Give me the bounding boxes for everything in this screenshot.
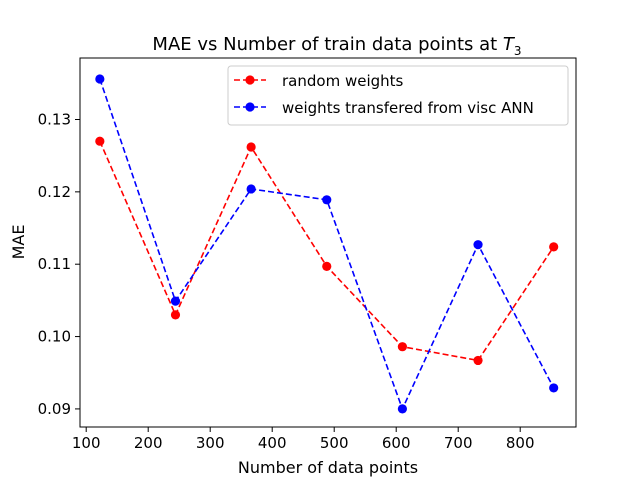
y-tick-label: 0.11 (38, 255, 71, 273)
data-point (549, 383, 559, 393)
data-point (473, 355, 483, 366)
series-1 (95, 136, 559, 366)
x-tick-label: 700 (444, 434, 473, 452)
chart-title-main: MAE vs Number of train data points at (152, 34, 503, 55)
x-tick-label: 300 (196, 434, 225, 452)
y-tick-label: 0.12 (38, 183, 71, 201)
legend-marker-random-weights (245, 75, 255, 85)
data-point (397, 404, 407, 414)
data-point (397, 342, 407, 352)
data-point (95, 136, 105, 146)
legend: random weights weights transfered from v… (227, 65, 569, 126)
y-axis-label: MAE (9, 225, 28, 260)
y-tick-label: 0.10 (38, 328, 71, 346)
legend-entry-weights-transfered: weights transfered from visc ANN (234, 99, 534, 117)
x-tick-label: 800 (506, 434, 535, 452)
data-point (246, 142, 256, 152)
x-tick-label: 400 (258, 434, 287, 452)
axes-frame (79, 57, 577, 428)
data-point (246, 184, 256, 194)
x-axis: 100 200 300 400 500 600 700 800 (72, 427, 535, 452)
x-tick-label: 100 (72, 434, 101, 452)
legend-label-weights-transfered: weights transfered from visc ANN (282, 99, 534, 117)
legend-entry-random-weights: random weights (234, 72, 404, 90)
plot-area (95, 74, 559, 414)
x-tick-label: 600 (382, 434, 411, 452)
x-tick-label: 200 (134, 434, 163, 452)
y-tick-label: 0.13 (38, 111, 71, 129)
data-point (95, 74, 105, 84)
data-point (322, 261, 332, 271)
y-tick-label: 0.09 (38, 400, 71, 418)
data-point (473, 240, 483, 250)
legend-label-random-weights: random weights (282, 72, 404, 90)
legend-box (227, 65, 569, 126)
series-2 (95, 74, 559, 414)
data-point (322, 195, 332, 205)
x-tick-label: 500 (320, 434, 349, 452)
y-axis: 0.09 0.10 0.11 0.12 0.13 (38, 111, 80, 418)
legend-marker-weights-transfered (245, 102, 255, 112)
chart-title-math-symbol: T (503, 34, 516, 55)
chart-title: MAE vs Number of train data points at T3 (152, 34, 521, 58)
data-point (549, 242, 559, 252)
data-point (170, 310, 181, 320)
x-axis-label: Number of data points (238, 458, 418, 477)
data-point (170, 296, 181, 306)
chart-title-math-subscript: 3 (514, 44, 522, 58)
